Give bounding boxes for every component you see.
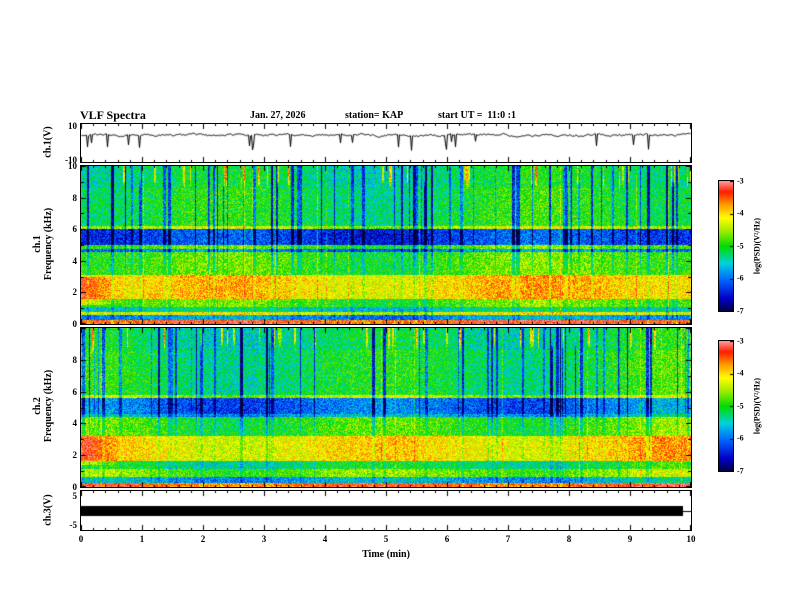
x-tick: 0 [78,534,84,544]
ch1-wave-ytick: -10 [65,155,77,165]
x-tick: 6 [444,534,450,544]
spec1-ytick: 2 [72,287,78,297]
x-tick: 2 [200,534,206,544]
ch2-spec-freq-label: Frequency (kHz) [43,369,54,443]
ch2-spectrogram-canvas [81,328,691,487]
colorbar-1-tick: -7 [737,306,744,316]
x-tick: 10 [686,534,696,544]
colorbar-1-tick: -3 [737,176,744,186]
spec2-ytick: 2 [72,450,78,460]
x-tick: 1 [139,534,145,544]
ch3-wave-ytick: -5 [69,520,78,530]
spec1-ytick: 10 [68,161,77,171]
colorbar-2-tick: -3 [737,336,744,346]
colorbar-1-canvas [719,181,733,311]
spec2-ytick: 8 [72,355,78,365]
ch1-voltage-axis-label: ch.1(V) [42,126,54,158]
colorbar-2-tick: -5 [737,401,744,411]
ch3-waveform-panel [80,490,692,531]
figure-start-ut: start UT = 11:0 :1 [438,110,517,121]
colorbar-1-tick: -5 [737,241,744,251]
ch1-waveform-panel [80,123,692,163]
colorbar-2-tick: -6 [737,433,744,443]
ch2-frequency-axis-label: ch.2 Frequency (kHz) [32,370,54,442]
colorbar-2-tick: -7 [737,466,744,476]
ch1-spectrogram-canvas [81,166,691,324]
spec1-ytick: 4 [72,256,78,266]
x-tick: 4 [322,534,328,544]
x-tick: 5 [383,534,389,544]
ch1-frequency-axis-label: ch.1 Frequency (kHz) [32,208,54,280]
x-axis-label: Time (min) [362,549,410,560]
spec2-ytick: 4 [72,418,78,428]
ch1-spec-channel-label: ch.1 [32,235,43,253]
figure-date: Jan. 27, 2026 [250,110,306,121]
ch1-spec-freq-label: Frequency (kHz) [43,207,54,281]
x-tick: 8 [566,534,572,544]
x-tick: 3 [261,534,267,544]
colorbar-2-label: log(PSD)(V²/Hz) [752,377,762,435]
spec1-ytick: 0 [72,319,78,329]
ch1-spectrogram-panel [80,165,692,325]
spec1-ytick: 6 [72,224,78,234]
colorbar-2 [718,340,734,472]
ch3-waveform-canvas [81,491,691,530]
colorbar-1-label: log(PSD)(V²/Hz) [752,217,762,275]
colorbar-1 [718,180,734,312]
spec2-ytick: 6 [72,387,78,397]
colorbar-1-tick: -4 [737,208,744,218]
x-tick: 7 [505,534,511,544]
colorbar-2-tick: -4 [737,368,744,378]
colorbar-1-tick: -6 [737,273,744,283]
spec1-ytick: 8 [72,193,78,203]
colorbar-2-canvas [719,341,733,471]
ch1-waveform-canvas [81,124,691,162]
spec2-ytick: 0 [72,482,78,492]
ch1-wave-ytick: 10 [68,121,77,131]
figure-station: station= KAP [345,110,404,121]
ch2-spectrogram-panel [80,327,692,488]
ch3-wave-ytick: 5 [72,491,78,501]
figure-title: VLF Spectra [80,108,146,122]
x-tick: 9 [627,534,633,544]
ch2-spec-channel-label: ch.2 [32,397,43,415]
